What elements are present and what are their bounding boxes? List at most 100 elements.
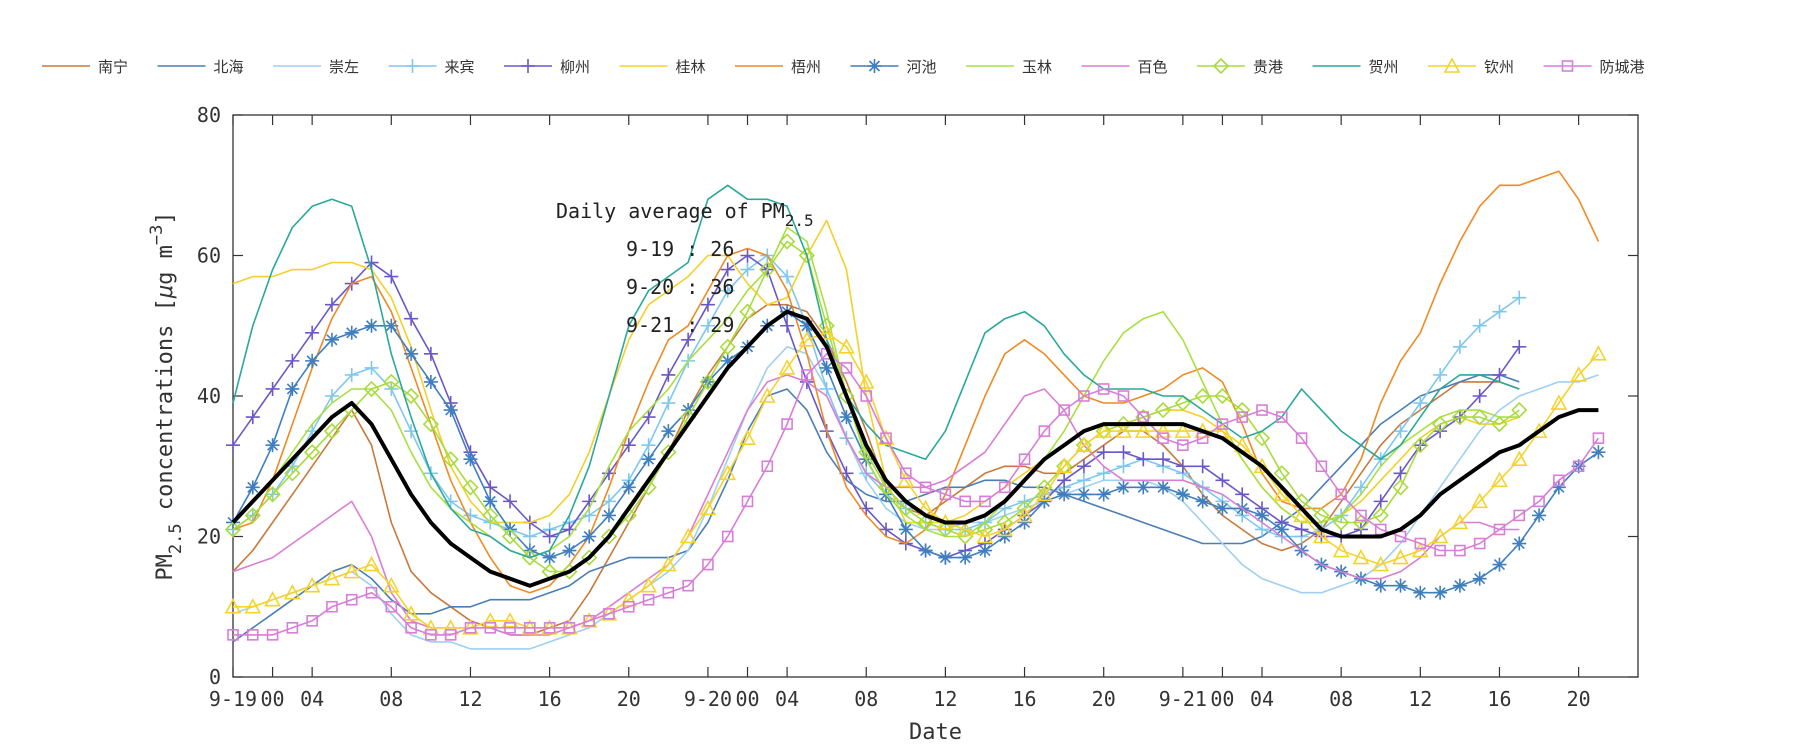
legend-marker	[1212, 57, 1230, 75]
x-tick-label: 16	[1487, 687, 1511, 711]
annotation-line: 9-20 : 36	[626, 275, 734, 299]
data-point	[661, 396, 676, 411]
data-point	[1393, 424, 1408, 439]
annotation: Daily average of PM2.5 9-19 : 26 9-20 : 36…	[556, 199, 814, 337]
data-point	[719, 464, 737, 481]
y-tick-label: 20	[197, 525, 221, 549]
legend-label: 玉林	[1022, 58, 1052, 76]
data-point	[1076, 473, 1091, 488]
legend-label: 贺州	[1369, 58, 1399, 76]
data-point	[1412, 437, 1429, 454]
data-point	[1413, 396, 1428, 411]
data-point	[1195, 459, 1210, 474]
data-point	[504, 622, 516, 634]
y-tick-label: 0	[209, 665, 221, 689]
legend-entry: 北海	[157, 58, 244, 76]
data-point	[879, 522, 894, 537]
data-point	[1177, 439, 1189, 451]
x-tick-label: 04	[1250, 687, 1274, 711]
data-point	[1115, 422, 1132, 438]
data-point	[1096, 487, 1111, 502]
data-point	[323, 422, 341, 440]
data-point	[1492, 367, 1507, 382]
data-point	[603, 607, 615, 620]
data-point	[306, 614, 318, 627]
series-line	[232, 345, 1599, 650]
data-point	[1472, 571, 1487, 586]
legend-label: 防城港	[1600, 58, 1645, 76]
data-point	[1215, 473, 1230, 488]
data-point	[1392, 479, 1409, 496]
data-point	[1055, 457, 1073, 474]
data-point	[443, 403, 458, 418]
data-point	[600, 528, 618, 545]
data-point	[343, 562, 361, 579]
legend-marker	[1561, 60, 1574, 72]
data-point	[1433, 585, 1448, 600]
data-point	[1156, 480, 1171, 495]
data-point	[660, 555, 677, 572]
data-point	[1433, 367, 1448, 382]
legend-label: 南宁	[98, 58, 128, 76]
data-point	[305, 353, 320, 368]
annotation-line: 9-21 : 29	[626, 313, 734, 337]
x-tick-label: 20	[617, 687, 641, 711]
data-point	[917, 514, 934, 531]
data-point	[801, 369, 813, 381]
data-point	[363, 555, 380, 572]
x-axis-label: Date	[909, 720, 962, 745]
x-tick-label: 12	[1408, 687, 1432, 711]
data-point	[324, 389, 339, 403]
legend-label: 钦州	[1484, 58, 1514, 76]
legend-label: 柳州	[560, 58, 590, 76]
data-point	[1452, 578, 1467, 593]
x-tick-label: 08	[379, 687, 403, 711]
data-point	[640, 576, 657, 593]
x-tick-label: 20	[1567, 687, 1591, 711]
data-point	[919, 481, 932, 494]
data-point	[1236, 411, 1249, 423]
data-point	[838, 338, 855, 354]
legend-entry: 柳州	[504, 58, 590, 76]
data-point	[483, 494, 498, 509]
data-point	[959, 495, 971, 508]
data-point	[660, 444, 677, 461]
data-point	[1096, 445, 1111, 460]
data-point	[324, 332, 339, 347]
data-point	[601, 508, 616, 523]
data-point	[1274, 522, 1289, 537]
data-point	[542, 550, 557, 565]
legend-entry: 贺州	[1312, 58, 1399, 76]
data-point	[700, 297, 715, 312]
data-point	[1195, 494, 1210, 509]
data-point	[503, 494, 518, 509]
data-point	[442, 451, 459, 468]
legend-entry: 梧州	[735, 58, 821, 76]
data-point	[641, 410, 656, 425]
data-point	[501, 612, 519, 628]
data-point	[1214, 387, 1231, 405]
data-point	[1116, 480, 1131, 495]
data-point	[1512, 339, 1527, 354]
data-point	[1095, 422, 1112, 440]
data-point	[741, 495, 754, 508]
data-point	[778, 359, 796, 375]
data-point	[1055, 458, 1073, 475]
data-point	[997, 529, 1012, 544]
data-point	[365, 586, 378, 599]
data-point	[264, 486, 281, 503]
data-point	[1411, 541, 1429, 558]
data-point	[1372, 555, 1390, 572]
data-point	[1512, 290, 1527, 305]
legend-label: 北海	[214, 58, 244, 76]
data-point	[246, 629, 259, 641]
data-point	[1174, 422, 1192, 438]
data-point	[226, 438, 240, 453]
data-point	[721, 530, 734, 543]
data-point	[759, 261, 776, 278]
data-point	[1451, 513, 1469, 530]
data-point	[1078, 390, 1090, 402]
data-point	[422, 415, 440, 433]
series-line	[232, 226, 1520, 559]
y-tick-label: 60	[197, 244, 221, 268]
